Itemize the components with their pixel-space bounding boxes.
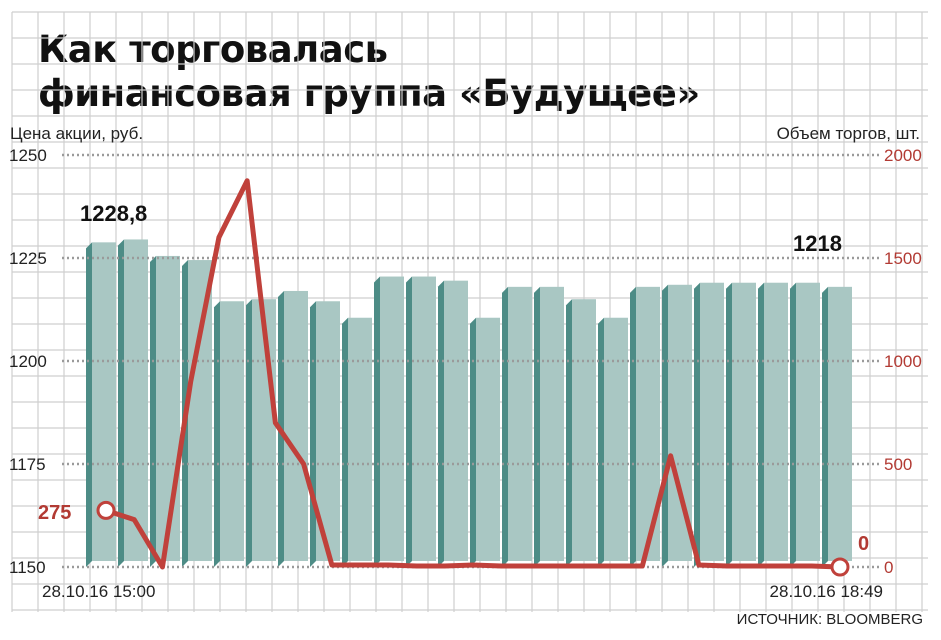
left-axis-label: Цена акции, руб. bbox=[10, 124, 143, 143]
price-bar-side bbox=[758, 282, 764, 567]
left-tick-label: 1175 bbox=[9, 455, 46, 474]
left-tick-label: 1200 bbox=[9, 352, 47, 371]
right-axis-label: Объем торгов, шт. bbox=[777, 124, 920, 143]
price-bar-side bbox=[662, 284, 668, 567]
price-bar-side bbox=[694, 282, 700, 567]
price-bar bbox=[476, 317, 500, 561]
price-bar bbox=[156, 255, 180, 561]
x-end-label: 28.10.16 18:49 bbox=[770, 582, 883, 601]
price-bar bbox=[348, 317, 372, 561]
volume-endpoint-marker bbox=[96, 500, 116, 520]
price-bar-side bbox=[310, 301, 316, 567]
price-bar bbox=[444, 280, 468, 561]
left-tick-label: 1225 bbox=[9, 249, 47, 268]
volume-endpoint-marker bbox=[830, 557, 850, 577]
price-bar bbox=[572, 299, 596, 561]
chart-title: Как торговалась финансовая группа «Будущ… bbox=[38, 28, 708, 118]
price-bar bbox=[828, 286, 852, 561]
last-volume-label: 0 bbox=[858, 533, 869, 555]
price-bar-side bbox=[534, 286, 540, 567]
price-bar-side bbox=[470, 317, 476, 567]
right-tick-label: 1000 bbox=[884, 352, 922, 371]
price-bar-side bbox=[246, 299, 252, 567]
price-bar-side bbox=[598, 317, 604, 567]
price-bar bbox=[700, 282, 724, 561]
price-bar bbox=[412, 276, 436, 561]
price-bars bbox=[86, 239, 852, 567]
right-tick-label: 2000 bbox=[884, 146, 922, 165]
price-bar bbox=[220, 301, 244, 561]
price-bar-side bbox=[630, 286, 636, 567]
price-bar bbox=[380, 276, 404, 561]
price-bar-side bbox=[86, 242, 92, 567]
price-bar-side bbox=[502, 286, 508, 567]
price-bar-side bbox=[566, 299, 572, 567]
source-label: ИСТОЧНИК: BLOOMBERG bbox=[737, 611, 923, 628]
price-bar bbox=[764, 282, 788, 561]
price-bar bbox=[604, 317, 628, 561]
x-start-label: 28.10.16 15:00 bbox=[42, 582, 155, 601]
left-tick-label: 1150 bbox=[9, 558, 46, 577]
first-price-label: 1228,8 bbox=[80, 201, 147, 226]
price-bar-side bbox=[790, 282, 796, 567]
first-volume-label: 275 bbox=[38, 502, 71, 524]
price-bar-side bbox=[406, 276, 412, 567]
title-line-2: финансовая группа «Будущее» bbox=[38, 72, 700, 115]
price-bar-side bbox=[726, 282, 732, 567]
price-bar bbox=[188, 260, 212, 561]
price-bar-side bbox=[822, 286, 828, 567]
price-bar bbox=[284, 290, 308, 561]
price-bar bbox=[732, 282, 756, 561]
price-bar bbox=[796, 282, 820, 561]
right-tick-labels: 2000 1500 1000 500 0 bbox=[884, 146, 922, 577]
volume-line bbox=[103, 178, 843, 570]
price-bar-side bbox=[342, 317, 348, 567]
price-bar-side bbox=[374, 276, 380, 567]
price-bar-side bbox=[150, 255, 156, 567]
price-bar-side bbox=[438, 280, 444, 567]
last-price-label: 1218 bbox=[793, 231, 842, 256]
right-tick-label: 500 bbox=[884, 455, 912, 474]
left-tick-labels: 1250 1225 1200 1175 1150 bbox=[9, 146, 47, 577]
price-bar bbox=[540, 286, 564, 561]
price-bar bbox=[124, 239, 148, 561]
price-bar bbox=[508, 286, 532, 561]
left-tick-label: 1250 bbox=[9, 146, 47, 165]
right-tick-label: 1500 bbox=[884, 249, 922, 268]
price-bar-side bbox=[118, 239, 124, 567]
right-tick-label: 0 bbox=[884, 558, 893, 577]
volume-line-group bbox=[96, 178, 850, 577]
price-bar-side bbox=[214, 301, 220, 567]
